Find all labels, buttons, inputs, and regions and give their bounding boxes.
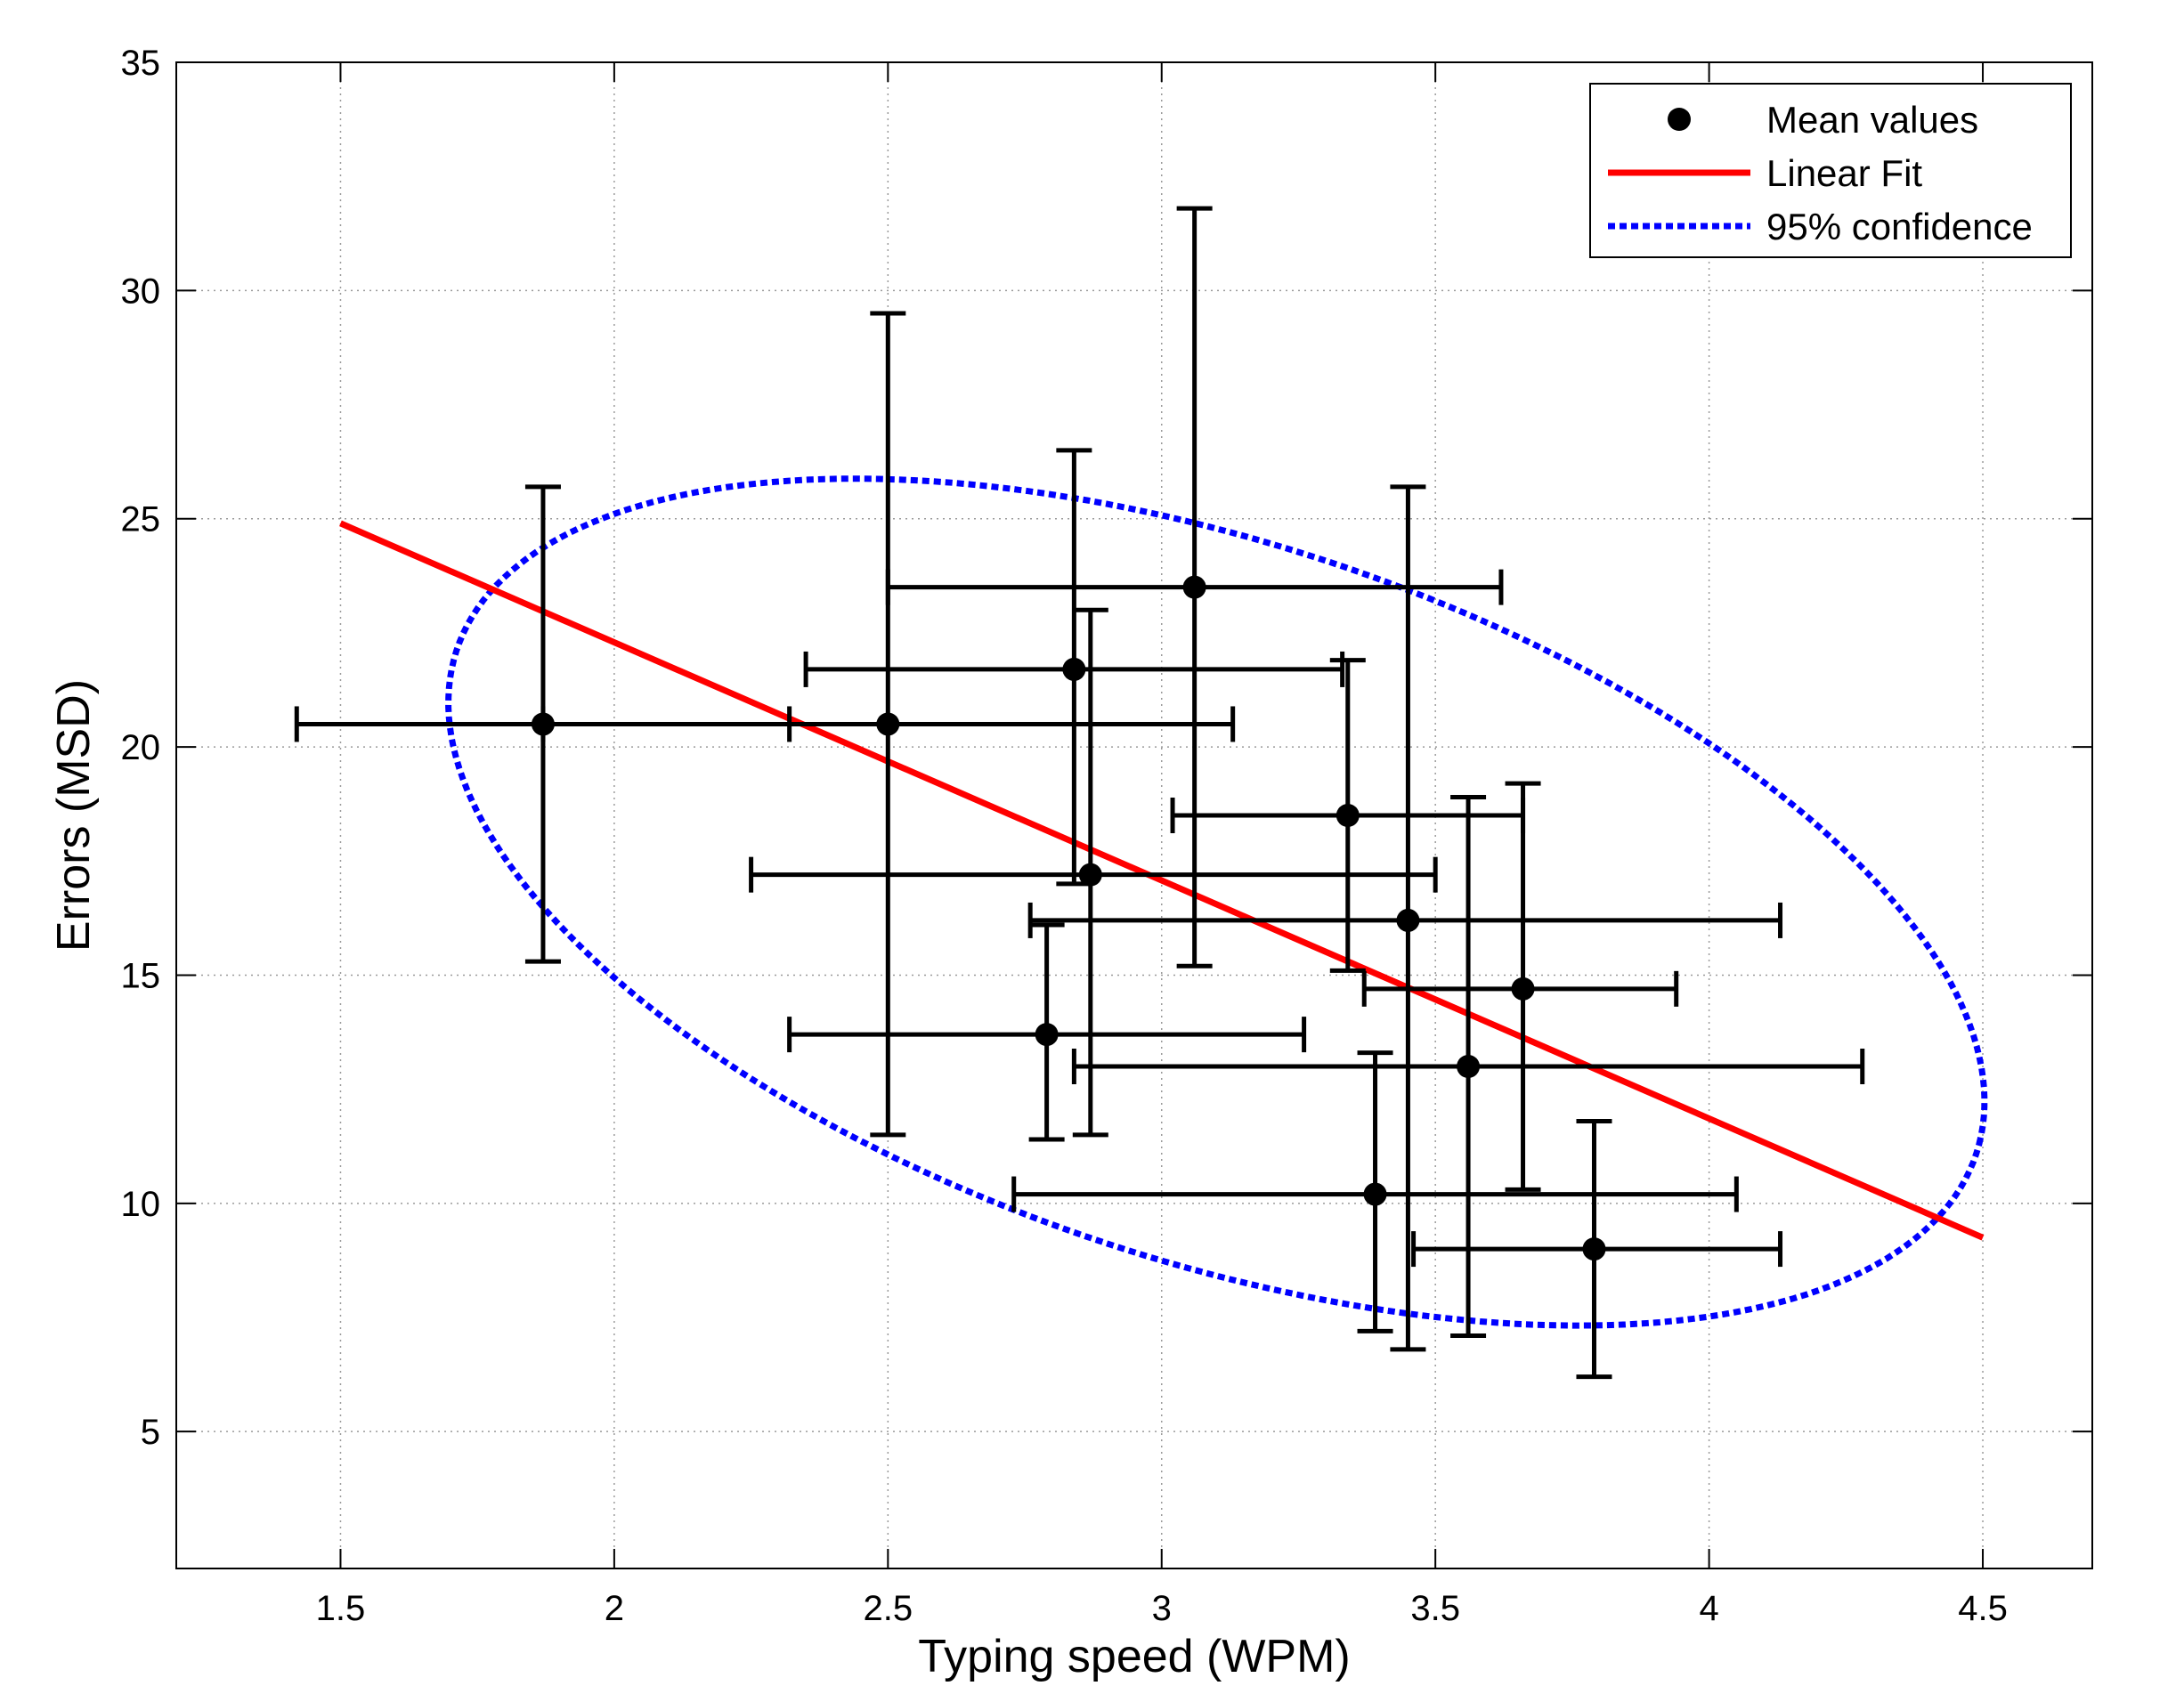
mean-point-7 (1396, 908, 1420, 932)
y-tick-label-3: 20 (121, 728, 161, 767)
mean-point-1 (876, 712, 900, 736)
y-tick-label-2: 15 (121, 956, 161, 995)
legend-label-mean-values: Mean values (1766, 99, 1978, 141)
mean-point-2 (1062, 657, 1086, 681)
x-tick-label-6: 4.5 (1958, 1589, 2008, 1628)
y-tick-label-6: 35 (121, 44, 161, 83)
x-tick-label-5: 4 (1699, 1589, 1718, 1628)
mean-point-6 (1336, 804, 1360, 827)
legend-marker-mean-values (1668, 108, 1691, 131)
ellipse-layer (445, 475, 1988, 1329)
mean-point-4 (1078, 863, 1102, 887)
y-axis-label: Errors (MSD) (48, 679, 100, 952)
x-tick-label-3: 3 (1152, 1589, 1172, 1628)
axis-ticks (176, 61, 2092, 1568)
x-tick-label-4: 3.5 (1410, 1589, 1460, 1628)
mean-point-9 (1457, 1055, 1481, 1078)
y-tick-label-1: 10 (121, 1185, 161, 1224)
tick-labels: 1.5 2 2.5 3 3.5 4 4.5 5 10 15 20 25 30 35 (121, 44, 2008, 1628)
legend-label-linear-fit: Linear Fit (1766, 152, 1922, 194)
point-layer (531, 575, 1606, 1261)
fit-layer (339, 520, 1985, 1241)
x-tick-label-2: 2.5 (864, 1589, 913, 1628)
mean-point-10 (1363, 1182, 1387, 1206)
linear-fit-line (339, 520, 1985, 1241)
confidence-ellipse (445, 475, 1988, 1329)
legend-label-confidence: 95% confidence (1766, 206, 2033, 247)
y-tick-label-0: 5 (141, 1413, 160, 1452)
x-tick-label-1: 2 (605, 1589, 624, 1628)
legend: Mean values Linear Fit 95% confidence (1589, 83, 2072, 258)
mean-point-8 (1511, 977, 1535, 1001)
x-axis-label: Typing speed (WPM) (918, 1631, 1351, 1682)
x-tick-label-0: 1.5 (316, 1589, 366, 1628)
y-tick-label-4: 25 (121, 500, 161, 539)
mean-point-11 (1582, 1237, 1606, 1261)
mean-point-3 (1182, 575, 1206, 599)
mean-point-5 (1035, 1023, 1059, 1047)
y-tick-label-5: 30 (121, 272, 161, 311)
mean-point-0 (531, 712, 555, 736)
plot-frame (175, 61, 2093, 1569)
